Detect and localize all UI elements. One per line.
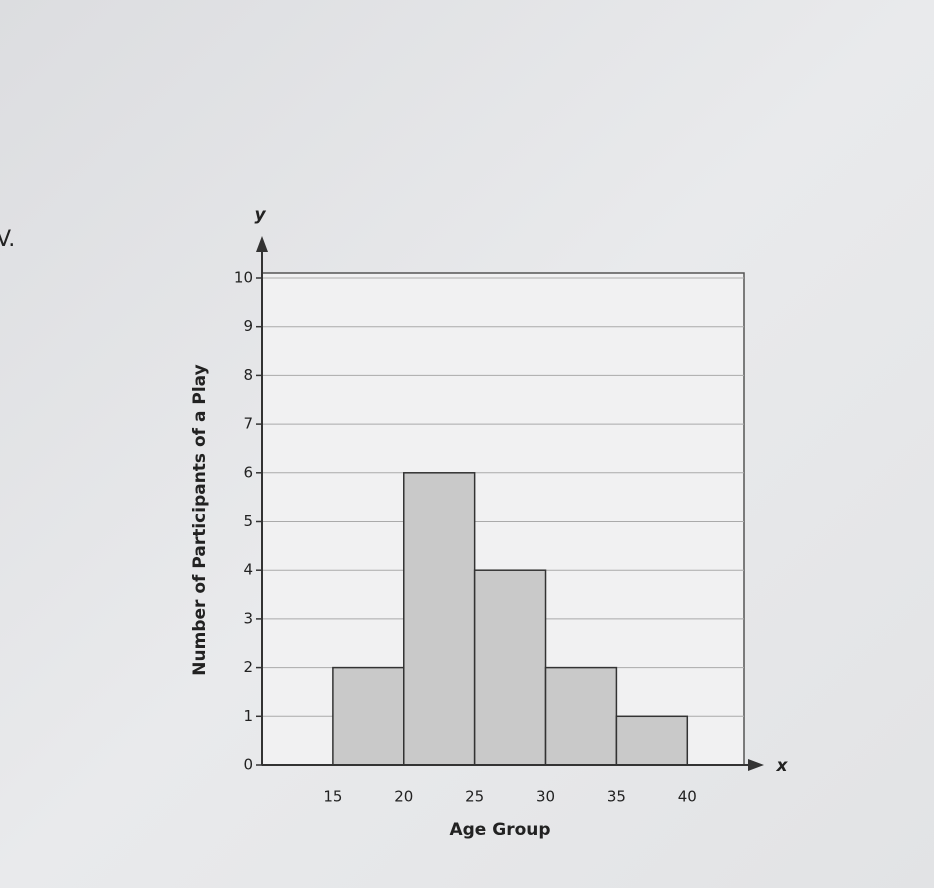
x-arrow xyxy=(748,759,764,771)
y-tick-label: 3 xyxy=(243,609,253,627)
plot-area xyxy=(256,272,745,766)
y-tick-label: 6 xyxy=(243,463,253,481)
y-axis-symbol: y xyxy=(254,205,266,225)
y-tick-label: 2 xyxy=(243,658,253,676)
x-axis-symbol: x xyxy=(776,756,789,776)
bar xyxy=(473,569,547,766)
bar xyxy=(544,666,618,766)
x-tick-label: 30 xyxy=(536,788,555,806)
y-tick-label: 4 xyxy=(243,561,253,579)
bar xyxy=(615,715,689,766)
y-tick-label: 5 xyxy=(243,512,253,530)
y-tick-label: 7 xyxy=(243,415,253,433)
y-tick-label: 0 xyxy=(243,756,253,774)
bar xyxy=(403,472,476,766)
x-tick-label: 40 xyxy=(678,788,697,806)
x-tick-label: 20 xyxy=(394,788,413,806)
y-tick-label: 8 xyxy=(243,366,253,384)
y-axis-label: Number of Participants of a Play xyxy=(190,364,210,675)
x-tick-label: 25 xyxy=(465,788,484,806)
x-tick-label: 15 xyxy=(323,788,342,806)
x-axis-label: Age Group xyxy=(449,820,550,840)
bar xyxy=(332,666,405,766)
annotation: V. xyxy=(0,227,15,252)
y-tick-label: 1 xyxy=(243,707,253,725)
y-tick-label: 10 xyxy=(234,269,253,287)
x-tick-label: 35 xyxy=(607,788,626,806)
y-arrow xyxy=(256,236,268,252)
y-tick-label: 9 xyxy=(243,317,253,335)
